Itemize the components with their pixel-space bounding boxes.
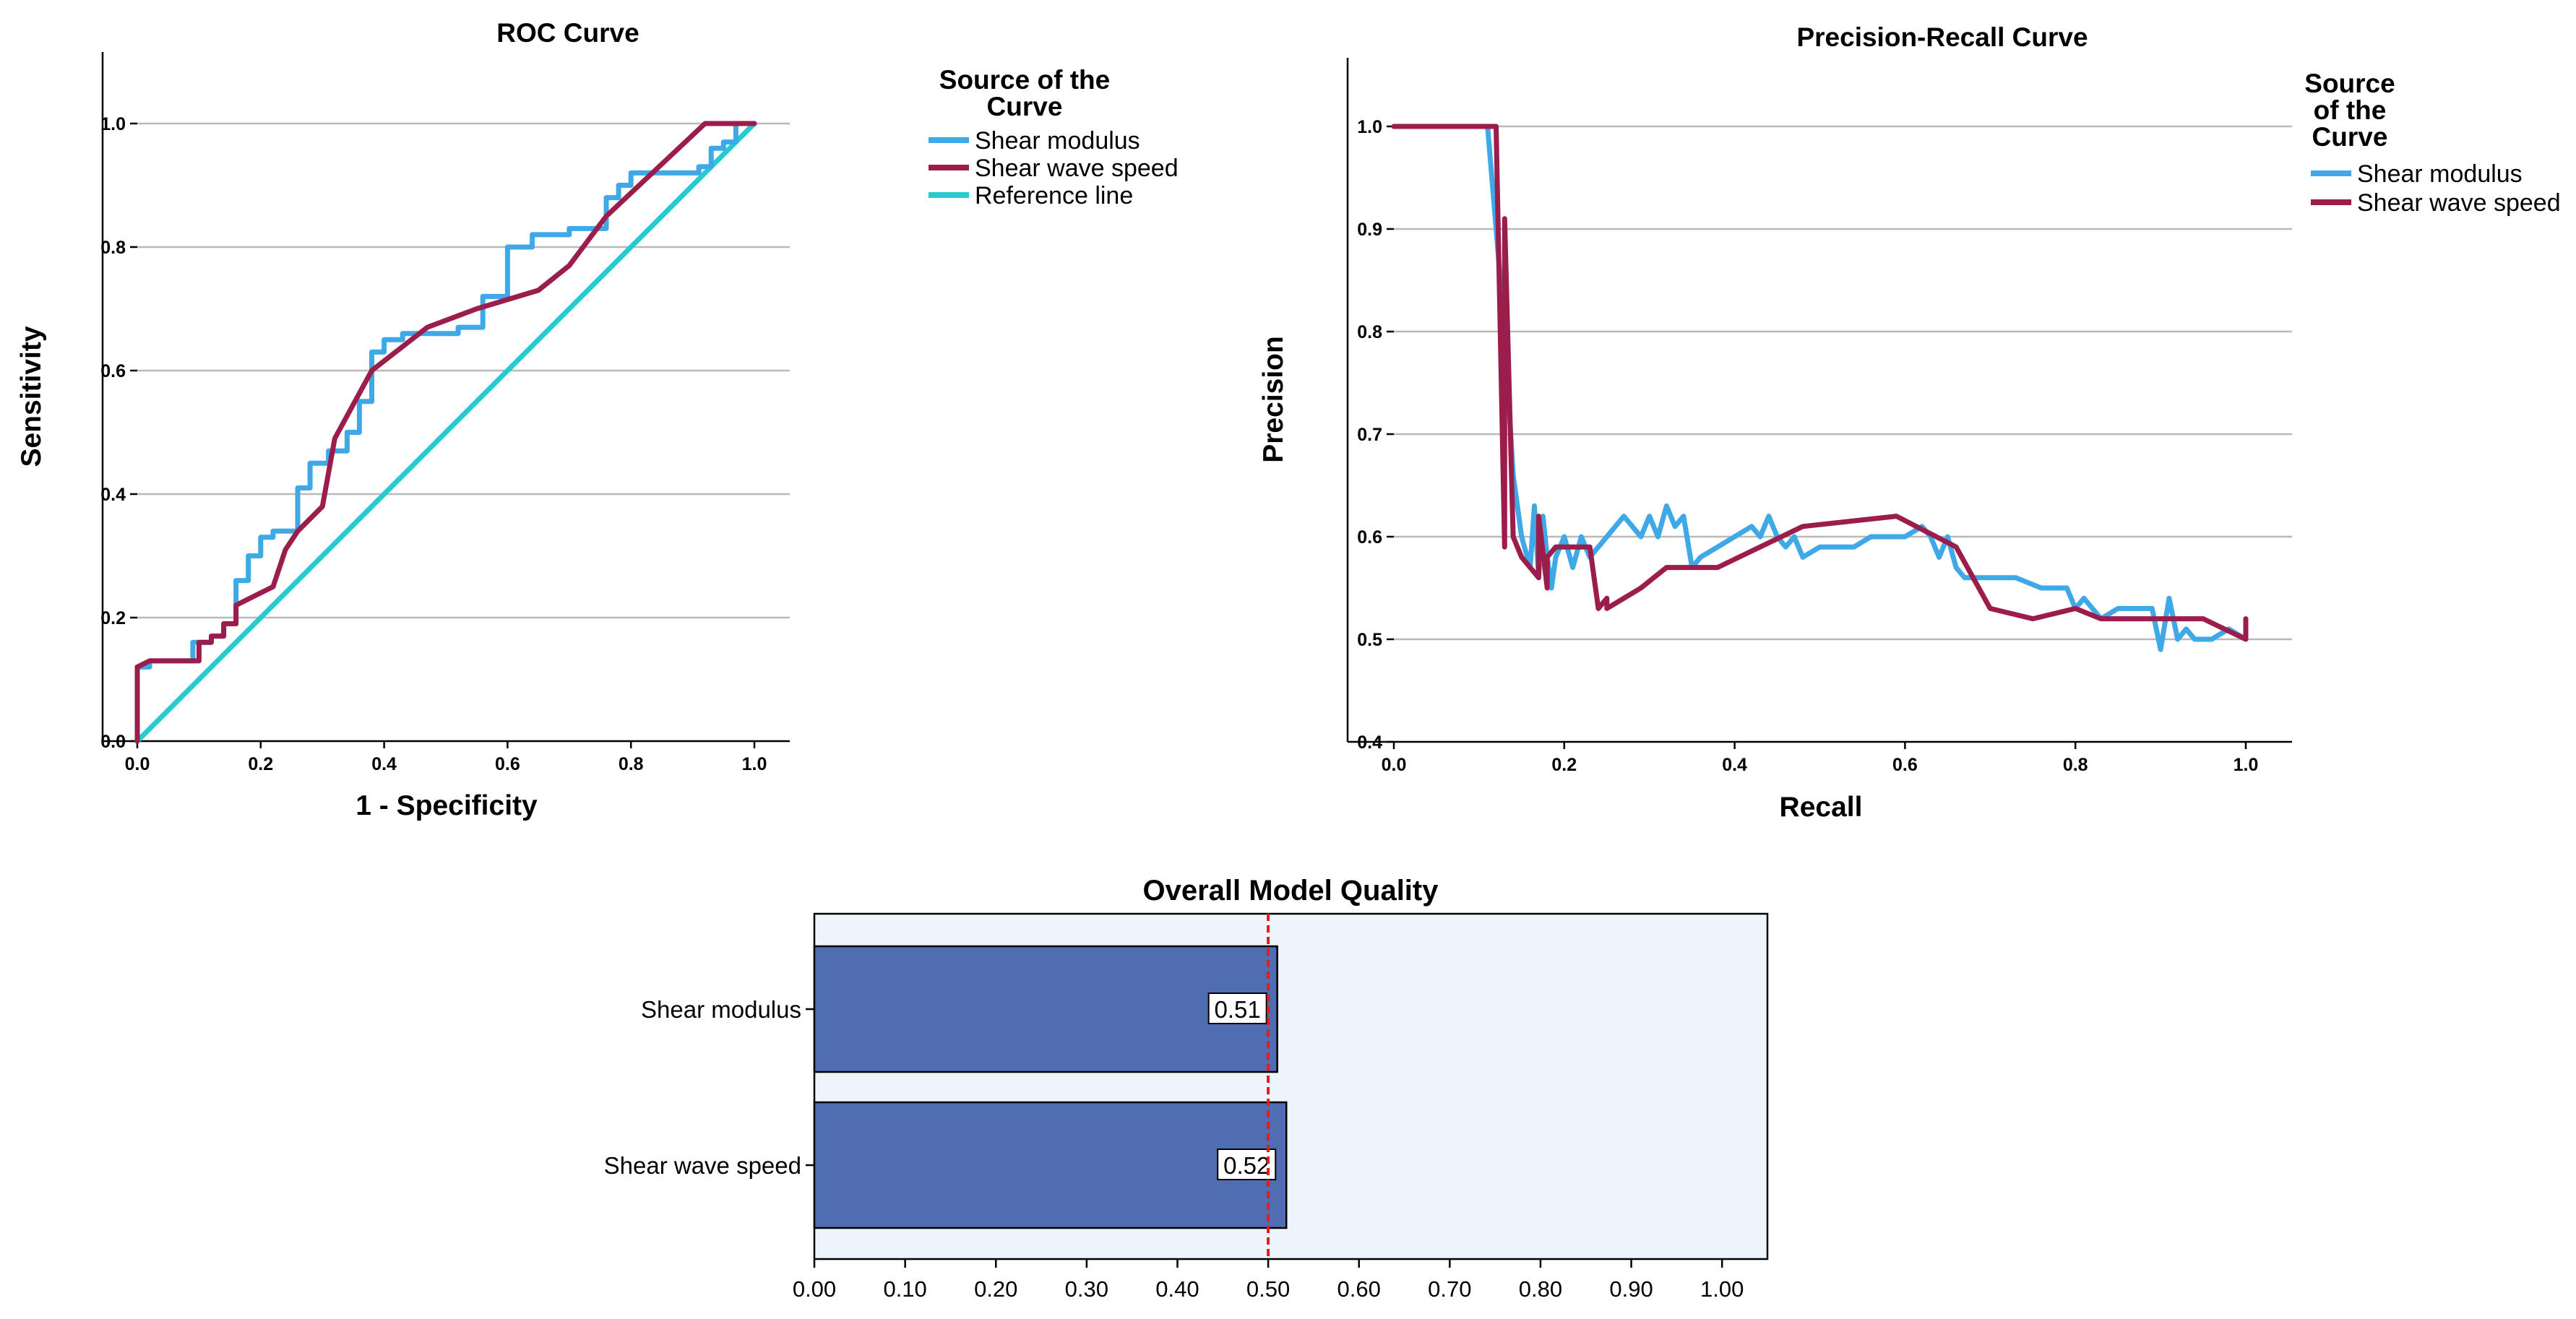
pr-legend-title-line-3: Curve — [2312, 122, 2388, 152]
omq-x-tick-label: 0.80 — [1519, 1276, 1562, 1302]
roc-x-tick-label: 1.0 — [742, 754, 767, 774]
roc-x-tick-label: 0.2 — [248, 754, 273, 774]
pr-x-ticks: 0.0 0.2 0.4 0.6 0.8 1.0 — [1382, 742, 2259, 775]
roc-y-tick-label: 1.0 — [100, 114, 126, 134]
omq-x-tick-label: 0.60 — [1337, 1276, 1381, 1302]
pr-x-tick-label: 0.2 — [1551, 755, 1577, 775]
omq-category-label-shear-wave-speed: Shear wave speed — [604, 1152, 801, 1179]
roc-y-tick-label: 0.4 — [100, 485, 126, 505]
roc-x-tick-label: 0.4 — [371, 754, 397, 774]
roc-y-ticks: 0.0 0.2 0.4 0.6 0.8 1.0 — [100, 114, 137, 752]
roc-y-axis-label: Sensitivity — [16, 326, 47, 467]
omq-x-ticks: 0.00 0.10 0.20 0.30 0.40 0.50 0.60 0.70 0.80 0.90… — [793, 1259, 1744, 1302]
omq-x-tick-label: 0.70 — [1428, 1276, 1471, 1302]
roc-x-axis-label: 1 - Specificity — [356, 790, 538, 821]
omq-x-tick-label: 0.00 — [793, 1276, 836, 1302]
roc-x-tick-label: 0.0 — [125, 754, 150, 774]
omq-value-label-box — [1207, 993, 1267, 1024]
pr-y-tick-label: 0.4 — [1357, 732, 1382, 753]
roc-x-tick-label: 0.6 — [495, 754, 520, 774]
roc-y-tick-label: 0.0 — [100, 732, 126, 752]
omq-bar-shear-wave-speed — [813, 1101, 1288, 1229]
pr-x-tick-label: 0.8 — [2063, 755, 2088, 775]
omq-x-tick-label: 0.30 — [1065, 1276, 1108, 1302]
roc-x-tick-label: 0.8 — [619, 754, 644, 774]
roc-y-tick-label: 0.6 — [100, 361, 126, 381]
roc-legend-title-line-1: Source of the — [939, 65, 1110, 95]
pr-title: Precision-Recall Curve — [1796, 22, 2088, 52]
pr-y-tick-label: 1.0 — [1357, 117, 1382, 137]
omq-category-label-shear-modulus: Shear modulus — [641, 996, 801, 1023]
pr-series-lines — [1391, 124, 2249, 652]
roc-chart: ROC Curve 0.00.20.40.60.81.0 0.0 0.2 0.4 0.… — [16, 18, 1179, 821]
pr-series-shear-wave-speed — [1391, 124, 2249, 642]
omq-x-tick-label: 0.10 — [883, 1276, 926, 1302]
pr-legend-title-line-2: of the — [2314, 95, 2387, 125]
pr-x-tick-label: 0.4 — [1722, 755, 1747, 775]
omq-x-tick-label: 0.90 — [1609, 1276, 1653, 1302]
roc-legend-title-line-2: Curve — [987, 92, 1063, 121]
pr-y-tick-label: 0.9 — [1357, 220, 1382, 240]
omq-bar-shear-modulus — [813, 945, 1278, 1073]
pr-x-axis-label: Recall — [1780, 792, 1863, 823]
omq-title: Overall Model Quality — [1142, 875, 1439, 907]
roc-legend-label-reference-line: Reference line — [975, 182, 1133, 209]
roc-x-ticks: 0.0 0.2 0.4 0.6 0.8 1.0 — [125, 741, 767, 774]
omq-x-tick-label: 0.40 — [1155, 1276, 1199, 1302]
model-quality-chart: Overall Model Quality Shear modulus 0.51S… — [604, 875, 1769, 1302]
omq-x-tick-label: 0.20 — [974, 1276, 1017, 1302]
omq-x-tick-label: 1.00 — [1700, 1276, 1744, 1302]
pr-gridlines — [1394, 125, 2292, 641]
omq-x-tick-label: 0.50 — [1246, 1276, 1290, 1302]
roc-y-tick-label: 0.2 — [100, 608, 126, 628]
roc-series-lines — [134, 121, 757, 744]
roc-series-reference-line — [134, 121, 757, 744]
pr-y-tick-label: 0.8 — [1357, 322, 1382, 342]
roc-title: ROC Curve — [496, 18, 639, 48]
pr-series-shear-modulus — [1391, 124, 2249, 652]
pr-y-ticks: 0.4 0.5 0.6 0.7 0.8 0.9 1.0 — [1357, 117, 1394, 753]
pr-y-axis-label: Precision — [1258, 336, 1289, 463]
omq-value-label: 0.51 — [1215, 996, 1261, 1023]
omq-bars: Shear modulus 0.51 Shear wave speed 0.52 — [604, 914, 1288, 1259]
omq-value-label-box — [1217, 1149, 1277, 1180]
roc-y-tick-label: 0.8 — [100, 238, 126, 258]
roc-gridlines — [137, 122, 790, 619]
roc-legend-label-shear-modulus: Shear modulus — [975, 127, 1140, 155]
pr-y-tick-label: 0.6 — [1357, 527, 1382, 548]
pr-x-tick-label: 0.0 — [1382, 755, 1407, 775]
pr-x-tick-label: 0.6 — [1892, 755, 1918, 775]
pr-chart: Precision-Recall Curve 0.40.50.60.70.80.… — [1258, 22, 2561, 823]
pr-y-tick-label: 0.7 — [1357, 425, 1382, 445]
pr-legend-title-line-1: Source — [2304, 69, 2395, 98]
pr-x-tick-label: 1.0 — [2233, 755, 2259, 775]
roc-legend-label-shear-wave-speed: Shear wave speed — [975, 155, 1179, 182]
pr-legend-label-shear-modulus: Shear modulus — [2357, 160, 2523, 188]
pr-legend-label-shear-wave-speed: Shear wave speed — [2357, 189, 2561, 217]
omq-value-label: 0.52 — [1223, 1152, 1270, 1179]
roc-series-shear-wave-speed — [134, 121, 757, 744]
pr-y-tick-label: 0.5 — [1357, 630, 1382, 650]
